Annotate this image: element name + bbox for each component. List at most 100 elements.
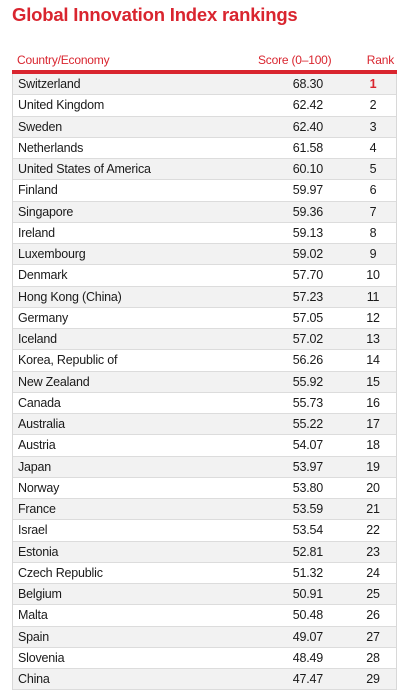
cell-country: Czech Republic xyxy=(18,565,103,580)
table-row: China 47.47 29 xyxy=(13,669,396,691)
table-row: Sweden 62.40 3 xyxy=(13,116,396,138)
table-row: Luxembourg 59.02 9 xyxy=(13,244,396,266)
cell-rank: 9 xyxy=(369,247,377,261)
table-row: Canada 55.73 16 xyxy=(13,393,396,414)
cell-score: 53.59 xyxy=(292,502,323,516)
cell-country: Denmark xyxy=(18,268,68,283)
cell-score: 49.07 xyxy=(292,629,323,644)
cell-score: 53.97 xyxy=(292,459,323,474)
rankings-table: Country/Economy Score (0–100) Rank Switz… xyxy=(12,48,397,691)
cell-rank: 26 xyxy=(366,608,380,623)
cell-score: 50.48 xyxy=(292,608,323,623)
cell-country: United States of America xyxy=(18,162,151,176)
table-row: New Zealand 55.92 15 xyxy=(13,371,396,393)
cell-country: Malta xyxy=(18,608,48,623)
cell-rank: 16 xyxy=(366,395,380,410)
table-row: Finland 59.97 6 xyxy=(13,180,396,202)
table-row: Ireland 59.13 8 xyxy=(13,223,396,244)
cell-score: 59.02 xyxy=(292,247,323,261)
cell-score: 59.97 xyxy=(292,183,323,198)
cell-country: Australia xyxy=(18,417,65,431)
table-row: United Kingdom 62.42 2 xyxy=(13,95,396,117)
cell-score: 55.92 xyxy=(292,374,323,389)
cell-rank: 27 xyxy=(366,629,380,644)
cell-country: Hong Kong (China) xyxy=(18,289,122,304)
cell-country: Japan xyxy=(18,459,52,474)
cell-score: 53.54 xyxy=(292,523,323,538)
cell-score: 54.07 xyxy=(292,438,323,453)
cell-rank: 7 xyxy=(369,204,377,219)
table-row: Netherlands 61.58 4 xyxy=(13,138,396,159)
cell-rank: 18 xyxy=(366,438,380,453)
cell-country: Ireland xyxy=(18,225,55,240)
table-row: Hong Kong (China) 57.23 11 xyxy=(13,286,396,308)
cell-country: Norway xyxy=(18,480,60,495)
cell-score: 68.30 xyxy=(292,77,323,91)
cell-country: Iceland xyxy=(18,332,57,346)
cell-country: New Zealand xyxy=(18,374,90,389)
cell-rank: 12 xyxy=(366,310,380,325)
table-row: Spain 49.07 27 xyxy=(13,626,396,648)
table-row: Malta 50.48 26 xyxy=(13,605,396,627)
cell-rank: 15 xyxy=(366,374,380,389)
cell-country: Slovenia xyxy=(18,650,65,665)
cell-rank: 29 xyxy=(366,672,380,686)
cell-score: 57.23 xyxy=(292,289,323,304)
table-body: Switzerland 68.30 1 United Kingdom 62.42 2 Swe… xyxy=(12,74,397,691)
table-row: Estonia 52.81 23 xyxy=(13,541,396,563)
table-row: Slovenia 48.49 28 xyxy=(13,648,396,669)
cell-country: Switzerland xyxy=(18,77,81,91)
cell-country: Israel xyxy=(18,523,48,538)
cell-country: Luxembourg xyxy=(18,247,86,261)
table-row: Israel 53.54 22 xyxy=(13,520,396,542)
cell-country: Spain xyxy=(18,629,49,644)
cell-country: Netherlands xyxy=(18,140,84,155)
cell-rank: 22 xyxy=(366,523,380,538)
table-row: Australia 55.22 17 xyxy=(13,414,396,436)
cell-rank: 24 xyxy=(366,565,380,580)
cell-score: 62.42 xyxy=(292,98,323,113)
table-row: Belgium 50.91 25 xyxy=(13,584,396,606)
cell-country: Sweden xyxy=(18,119,62,134)
chart-title: Global Innovation Index rankings xyxy=(12,4,298,25)
cell-country: China xyxy=(18,672,50,686)
header-rank: Rank xyxy=(366,53,394,67)
cell-country: France xyxy=(18,502,56,516)
cell-rank: 21 xyxy=(366,502,380,516)
cell-score: 60.10 xyxy=(292,162,323,176)
cell-rank: 1 xyxy=(369,77,377,91)
cell-score: 57.70 xyxy=(292,268,323,283)
cell-score: 48.49 xyxy=(292,650,323,665)
cell-rank: 3 xyxy=(369,119,377,134)
cell-rank: 10 xyxy=(366,268,380,283)
cell-score: 59.13 xyxy=(292,225,323,240)
cell-country: United Kingdom xyxy=(18,98,105,113)
table-row: Korea, Republic of 56.26 14 xyxy=(13,350,396,372)
cell-rank: 5 xyxy=(369,162,377,176)
table-row: Germany 57.05 12 xyxy=(13,308,396,329)
cell-rank: 14 xyxy=(366,353,380,368)
cell-score: 52.81 xyxy=(292,544,323,559)
cell-rank: 13 xyxy=(366,332,380,346)
table-row: France 53.59 21 xyxy=(13,499,396,521)
cell-rank: 28 xyxy=(366,650,380,665)
cell-rank: 20 xyxy=(366,480,380,495)
cell-score: 62.40 xyxy=(292,119,323,134)
cell-rank: 19 xyxy=(366,459,380,474)
table-row: United States of America 60.10 5 xyxy=(13,159,396,181)
cell-rank: 11 xyxy=(366,289,380,304)
cell-country: Austria xyxy=(18,438,56,453)
cell-country: Estonia xyxy=(18,544,59,559)
cell-rank: 2 xyxy=(369,98,377,113)
cell-country: Canada xyxy=(18,395,61,410)
cell-score: 55.73 xyxy=(292,395,323,410)
cell-country: Finland xyxy=(18,183,58,198)
cell-country: Singapore xyxy=(18,204,74,219)
cell-score: 55.22 xyxy=(292,417,323,431)
table-header: Country/Economy Score (0–100) Rank xyxy=(12,48,397,70)
table-row: Austria 54.07 18 xyxy=(13,435,396,457)
cell-country: Korea, Republic of xyxy=(18,353,118,368)
cell-score: 56.26 xyxy=(292,353,323,368)
table-row: Norway 53.80 20 xyxy=(13,478,396,499)
cell-country: Germany xyxy=(18,310,69,325)
